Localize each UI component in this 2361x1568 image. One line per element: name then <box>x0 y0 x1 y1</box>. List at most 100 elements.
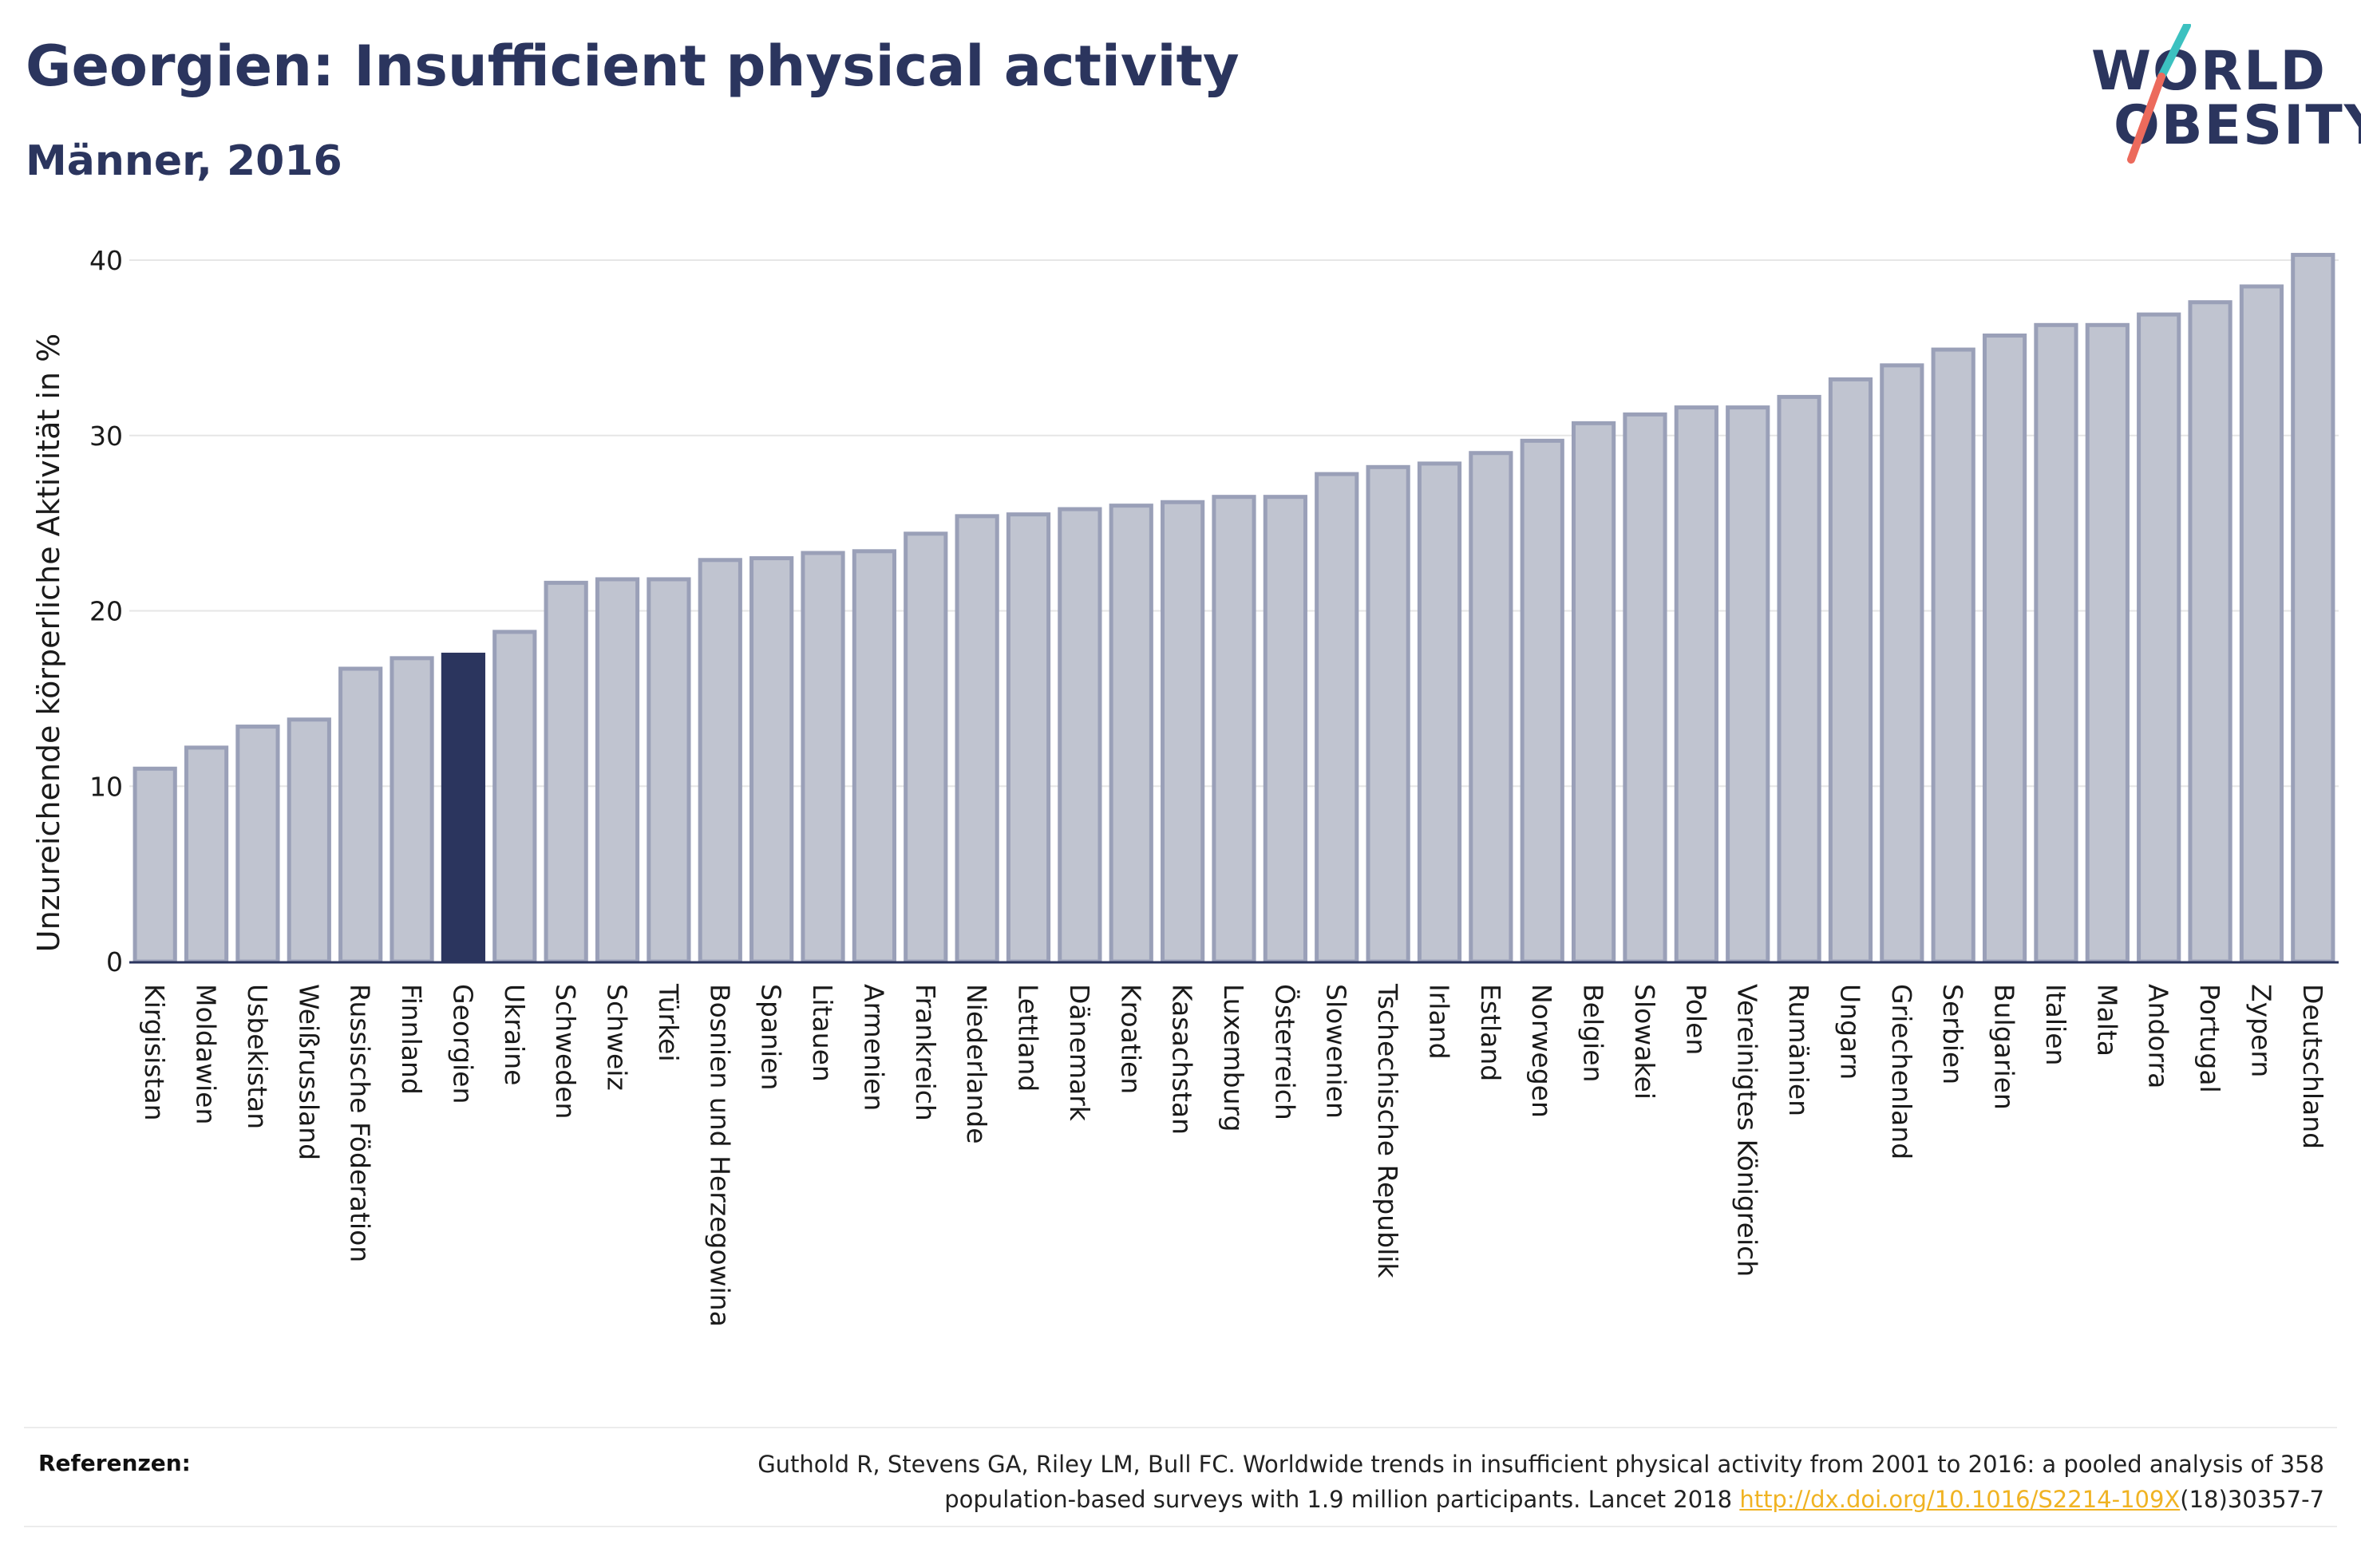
y-tick-label: 10 <box>89 771 123 802</box>
x-tick-label: Italien <box>2040 984 2071 1065</box>
y-tick-label: 0 <box>106 946 123 978</box>
bar-malta <box>2085 322 2130 964</box>
x-tick-label: Slowakei <box>1629 984 1660 1100</box>
bar-kroatien <box>1109 504 1153 964</box>
bar-spanien <box>749 556 794 964</box>
bar-ungarn <box>1828 377 1873 964</box>
bar-luxemburg <box>1212 495 1256 964</box>
x-tick-label: Ungarn <box>1834 984 1865 1080</box>
bar-österreich <box>1263 495 1307 964</box>
x-tick-label: Ukraine <box>499 984 530 1085</box>
logo-text-world: WORLD <box>2091 40 2327 103</box>
x-tick-label: Moldawien <box>191 984 222 1124</box>
x-tick-label: Deutschland <box>2297 984 2328 1149</box>
x-tick-label: Niederlande <box>961 984 992 1144</box>
bar-tschechische-republik <box>1366 464 1410 964</box>
bar-slowenien <box>1315 472 1359 964</box>
bar-slowakei <box>1623 412 1667 964</box>
bar-armenien <box>852 549 897 964</box>
x-tick-label: Norwegen <box>1526 984 1557 1118</box>
x-tick-label: Russische Föderation <box>345 984 376 1262</box>
y-tick-label: 40 <box>89 245 123 276</box>
x-tick-label: Andorra <box>2143 984 2174 1088</box>
x-tick-label: Luxemburg <box>1218 984 1249 1132</box>
x-tick-label: Schweden <box>550 984 581 1119</box>
x-tick-label: Lettland <box>1013 984 1044 1092</box>
bar-italien <box>2034 322 2078 964</box>
bar-kasachstan <box>1161 500 1205 964</box>
x-tick-label: Rumänien <box>1783 984 1814 1116</box>
references-text: Guthold R, Stevens GA, Riley LM, Bull FC… <box>488 1447 2324 1517</box>
x-tick-label: Belgien <box>1578 984 1609 1082</box>
bar-polen <box>1674 405 1718 964</box>
x-tick-label: Polen <box>1680 984 1711 1055</box>
x-tick-label: Kroatien <box>1115 984 1146 1094</box>
bar-irland <box>1417 461 1462 964</box>
bar-dänemark <box>1058 507 1102 964</box>
world-obesity-logo: WORLD OBESITY <box>2075 24 2361 168</box>
x-tick-label: Weißrussland <box>293 984 324 1160</box>
x-tick-label: Georgien <box>447 984 478 1104</box>
x-tick-label: Portugal <box>2194 984 2225 1093</box>
reference-doi-link[interactable]: http://dx.doi.org/10.1016/S2214-109X <box>1739 1486 2181 1513</box>
y-tick-label: 20 <box>89 596 123 627</box>
chart-title: Georgien: Insufficient physical activity <box>26 34 1240 99</box>
bar-weißrussland <box>287 717 331 964</box>
bar-serbien <box>1931 347 1975 964</box>
reference-line2-prefix: population-based surveys with 1.9 millio… <box>944 1486 1740 1513</box>
bar-kirgisistan <box>132 766 177 964</box>
bar-rumänien <box>1777 394 1821 964</box>
x-tick-label: Armenien <box>858 984 889 1111</box>
x-tick-label: Türkei <box>653 983 684 1062</box>
x-tick-label: Österreich <box>1269 984 1301 1120</box>
x-tick-label: Schweiz <box>602 984 633 1091</box>
bar-lettland <box>1006 512 1051 964</box>
bar-vereinigtes-königreich <box>1726 405 1770 964</box>
bar-portugal <box>2188 300 2232 964</box>
bar-deutschland <box>2291 252 2335 964</box>
x-tick-label: Litauen <box>807 984 838 1082</box>
logo-slash-icon <box>2127 24 2191 164</box>
x-tick-label: Griechenland <box>1886 984 1917 1159</box>
x-tick-label: Estland <box>1475 984 1506 1081</box>
x-tick-label: Frankreich <box>910 984 941 1121</box>
x-tick-label: Finnland <box>396 984 427 1095</box>
x-tick-label: Slowenien <box>1321 984 1352 1119</box>
bar-niederlande <box>955 514 999 964</box>
bar-zypern <box>2239 284 2284 964</box>
footer-divider-bottom <box>24 1526 2337 1527</box>
y-axis-label: Unzureichende körperliche Aktivität in % <box>31 334 66 952</box>
x-tick-label: Tschechische Republik <box>1372 983 1403 1278</box>
x-tick-label: Irland <box>1423 984 1454 1060</box>
reference-line2-suffix: (18)30357-7 <box>2180 1486 2324 1513</box>
x-tick-label: Kasachstan <box>1167 984 1198 1135</box>
x-tick-label: Vereinigtes Königreich <box>1732 984 1763 1277</box>
bar-schweden <box>544 580 588 964</box>
bar-chart: 0 10 20 30 40 Unzureichende körperliche Aktiv… <box>31 245 2339 1327</box>
x-tick-label: Serbien <box>1937 984 1968 1084</box>
bar-estland <box>1469 451 1513 964</box>
footer-divider-top <box>24 1427 2337 1428</box>
bar-finnland <box>390 656 434 964</box>
bar-türkei <box>647 577 691 964</box>
x-tick-label: Malta <box>2091 984 2122 1057</box>
x-tick-label: Spanien <box>756 984 787 1090</box>
bar-schweiz <box>595 577 640 964</box>
bar-moldawien <box>184 745 229 964</box>
bar-ukraine <box>492 630 537 964</box>
bar-litauen <box>801 551 845 964</box>
bar-russische-föderation <box>338 666 383 964</box>
y-tick-label: 30 <box>89 421 123 452</box>
x-tick-label: Kirgisistan <box>139 984 170 1121</box>
x-tick-label: Bulgarien <box>1989 984 2020 1110</box>
bar-bulgarien <box>1982 333 2027 964</box>
chart-subtitle: Männer, 2016 <box>26 137 342 185</box>
bar-georgien <box>441 652 486 964</box>
bar-belgien <box>1571 421 1616 964</box>
bar-frankreich <box>904 531 948 964</box>
bar-bosnien-und-herzegowina <box>698 558 742 964</box>
bar-griechenland <box>1880 363 1924 964</box>
x-tick-label: Dänemark <box>1064 984 1095 1122</box>
references-label: Referenzen: <box>38 1450 191 1476</box>
reference-line1: Guthold R, Stevens GA, Riley LM, Bull FC… <box>757 1451 2324 1478</box>
